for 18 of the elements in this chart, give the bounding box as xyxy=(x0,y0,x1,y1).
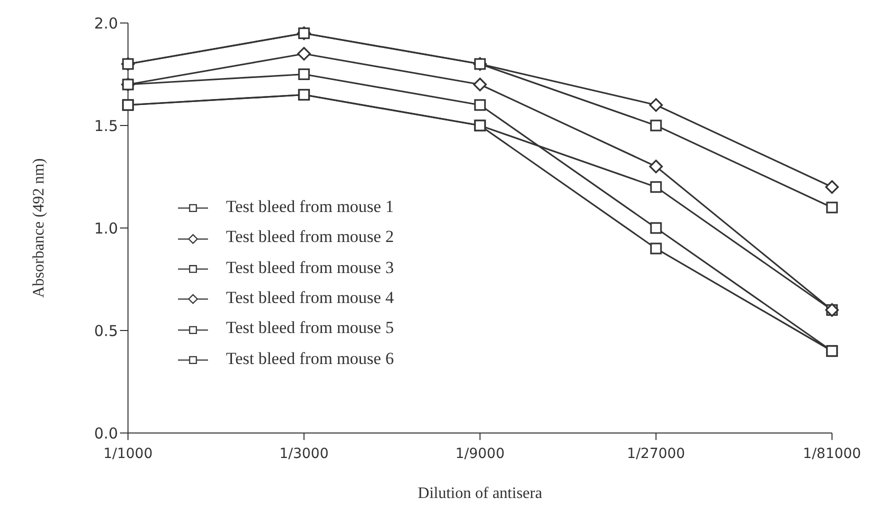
y-axis-title: Absorbance (492 nm) xyxy=(30,158,48,298)
legend-label: Test bleed from mouse 2 xyxy=(226,227,394,246)
legend-label: Test bleed from mouse 3 xyxy=(226,258,394,277)
y-tick-label: 1.0 xyxy=(94,219,118,238)
y-tick-label: 0.5 xyxy=(94,322,118,340)
y-tick-label: 0.0 xyxy=(94,424,118,442)
y-tick-label: 1.5 xyxy=(94,116,118,135)
x-tick-label: 1/81000 xyxy=(802,446,862,462)
legend-label: Test bleed from mouse 6 xyxy=(226,348,394,368)
x-tick-label: 1/27000 xyxy=(626,446,686,462)
x-axis-title: Dilution of antisera xyxy=(418,485,542,502)
x-tick-label: 1/3000 xyxy=(279,446,329,462)
y-tick-label: 2.0 xyxy=(94,14,118,32)
x-tick-label: 1/1000 xyxy=(103,446,153,462)
x-tick-label: 1/9000 xyxy=(455,446,505,462)
legend-label: Test bleed from mouse 5 xyxy=(226,318,394,338)
legend-label: Test bleed from mouse 1 xyxy=(226,197,394,216)
legend-label: Test bleed from mouse 4 xyxy=(226,288,394,307)
